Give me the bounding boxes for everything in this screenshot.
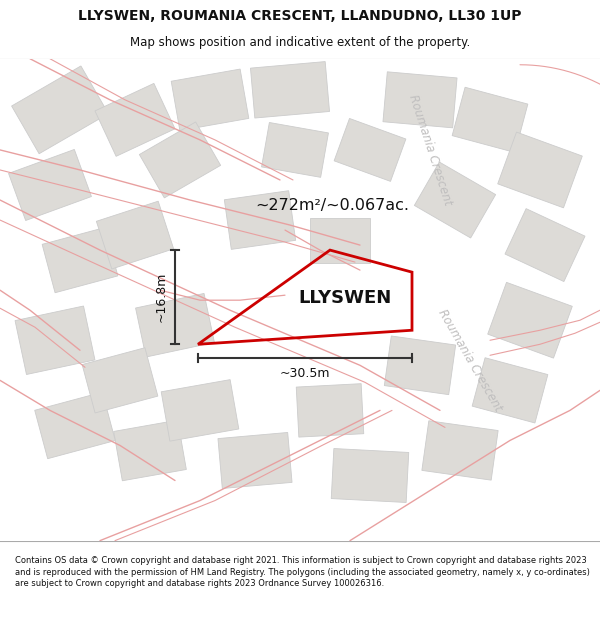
- Bar: [95, 83, 175, 156]
- Bar: [296, 384, 364, 437]
- Text: Roumania Crescent: Roumania Crescent: [406, 93, 454, 207]
- Bar: [35, 392, 115, 459]
- Text: ~272m²/~0.067ac.: ~272m²/~0.067ac.: [255, 198, 409, 212]
- Text: Roumania Crescent: Roumania Crescent: [436, 307, 505, 414]
- Bar: [385, 336, 455, 394]
- Text: ~16.8m: ~16.8m: [155, 272, 167, 322]
- Bar: [171, 69, 249, 131]
- Bar: [262, 122, 328, 177]
- Text: LLYSWEN, ROUMANIA CRESCENT, LLANDUDNO, LL30 1UP: LLYSWEN, ROUMANIA CRESCENT, LLANDUDNO, L…: [78, 9, 522, 24]
- Bar: [161, 379, 239, 441]
- Bar: [331, 449, 409, 503]
- Bar: [11, 66, 109, 154]
- Bar: [505, 209, 585, 281]
- Bar: [310, 217, 370, 262]
- Bar: [15, 306, 95, 374]
- Bar: [218, 432, 292, 489]
- Bar: [224, 191, 296, 249]
- Text: ~30.5m: ~30.5m: [280, 367, 330, 380]
- Bar: [42, 228, 118, 292]
- Bar: [334, 119, 406, 181]
- Text: LLYSWEN: LLYSWEN: [298, 289, 392, 307]
- Bar: [136, 294, 214, 357]
- Bar: [8, 149, 91, 221]
- Bar: [415, 162, 496, 238]
- Bar: [383, 72, 457, 128]
- Bar: [139, 122, 221, 198]
- Text: Map shows position and indicative extent of the property.: Map shows position and indicative extent…: [130, 36, 470, 49]
- Bar: [250, 62, 329, 118]
- Bar: [82, 348, 158, 413]
- Text: Contains OS data © Crown copyright and database right 2021. This information is : Contains OS data © Crown copyright and d…: [15, 556, 590, 588]
- Bar: [452, 88, 528, 152]
- Bar: [113, 420, 187, 481]
- Bar: [422, 421, 498, 480]
- Bar: [498, 132, 582, 208]
- Bar: [472, 357, 548, 423]
- Bar: [97, 201, 173, 269]
- Bar: [488, 282, 572, 358]
